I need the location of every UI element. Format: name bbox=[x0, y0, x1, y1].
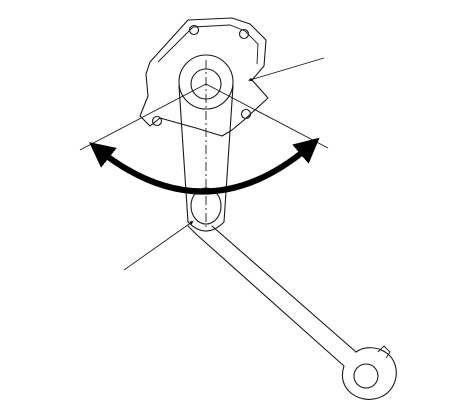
swing-direction-arrow bbox=[89, 137, 320, 195]
leader-line bbox=[123, 220, 194, 271]
swing-range-lines bbox=[79, 83, 329, 151]
gear-box-housing bbox=[139, 17, 269, 137]
relay-rod bbox=[187, 225, 357, 367]
mounting-bolt-hole bbox=[238, 28, 250, 40]
mounting-bolt-hole bbox=[188, 24, 200, 36]
mounting-bolt-hole bbox=[151, 115, 163, 127]
ball-joint bbox=[341, 345, 397, 400]
leader-line bbox=[248, 57, 325, 82]
mounting-bolt-hole bbox=[240, 108, 252, 120]
